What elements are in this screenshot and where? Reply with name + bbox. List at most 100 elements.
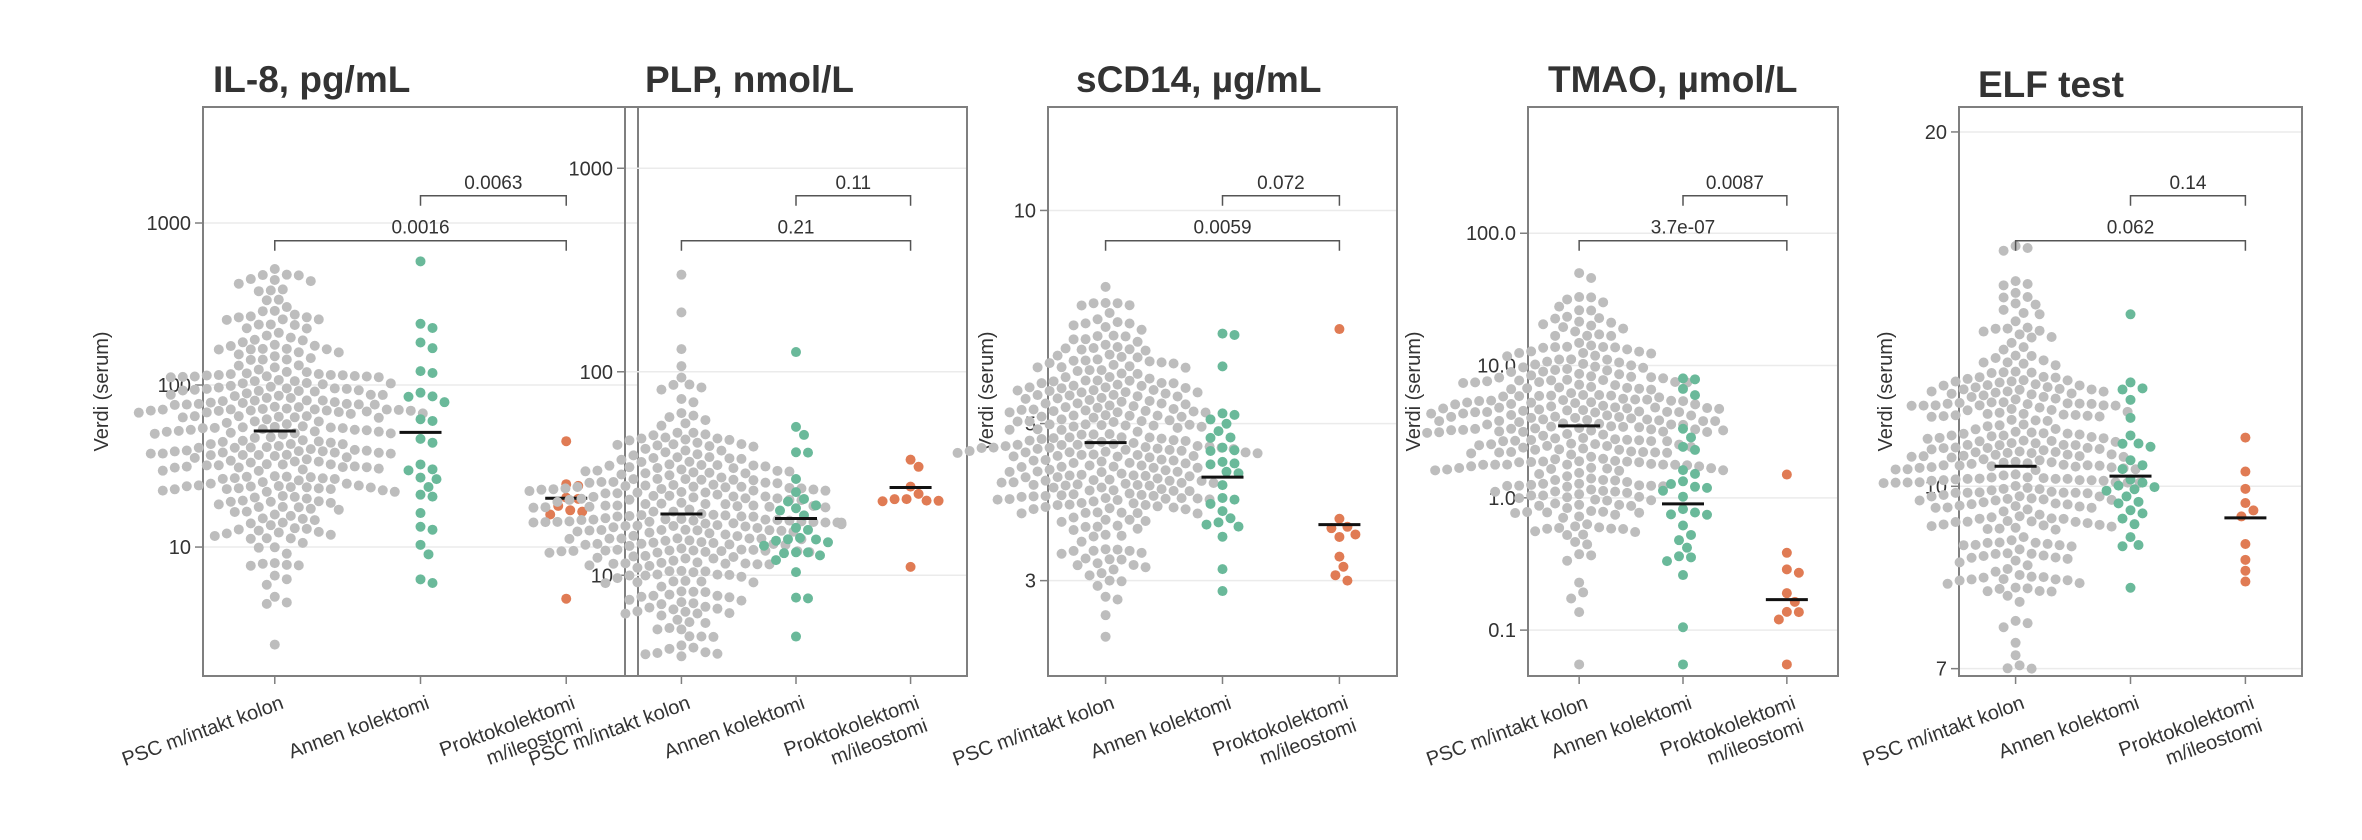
data-point [612,511,623,522]
panel-title: PLP, nmol/L [645,59,854,100]
data-point [1096,568,1107,579]
data-point [1990,566,2001,577]
data-point [415,387,426,398]
y-axis-label: Verdi (serum) [976,331,998,451]
data-point [1702,426,1713,437]
data-point [427,464,438,475]
data-point [2074,429,2085,440]
data-point [1998,430,2009,441]
data-point [281,449,292,460]
data-point [2070,410,2081,421]
series-1-points [133,264,428,650]
data-point [1562,294,1573,305]
data-point [1144,432,1155,443]
data-point [1574,489,1585,500]
data-point [225,369,236,380]
data-point [664,623,675,634]
y-axis-label: Verdi (serum) [1875,331,1897,451]
data-point [1056,362,1067,373]
data-point [2062,499,2073,510]
data-point [1229,458,1240,469]
data-point [656,557,667,568]
data-point [415,508,426,519]
data-point [1100,610,1111,621]
data-point [2030,379,2041,390]
data-point [1092,580,1103,591]
data-point [2094,460,2105,471]
data-point [1562,471,1573,482]
data-point [249,376,260,387]
data-point [2137,383,2148,394]
data-point [189,384,200,395]
data-point [2062,375,2073,386]
data-point [415,489,426,500]
data-point [712,648,723,659]
data-point [257,558,268,569]
data-point [181,399,192,410]
data-point [1076,469,1087,480]
data-point [588,491,599,502]
data-point [2022,618,2033,629]
data-point [365,389,376,400]
data-point [1225,513,1236,524]
data-point [1638,362,1649,373]
data-point [1666,395,1677,406]
data-point [1458,378,1469,389]
data-point [1100,339,1111,350]
data-point [225,341,236,352]
data-point [1530,359,1541,370]
data-point [1562,459,1573,470]
data-point [281,354,292,365]
data-point [700,617,711,628]
data-point [133,407,144,418]
data-point [1954,575,1965,586]
data-point [1978,357,1989,368]
data-point [2050,498,2061,509]
data-point [349,444,360,455]
data-point [905,561,916,572]
data-point [656,581,667,592]
data-point [2022,278,2033,289]
data-point [1076,429,1087,440]
data-point [301,367,312,378]
data-point [1974,372,1985,383]
data-point [877,496,888,507]
data-point [1056,461,1067,472]
data-point [1550,454,1561,465]
data-point [688,492,699,503]
data-point [1526,346,1537,357]
data-point [2098,386,2109,397]
data-point [317,473,328,484]
data-point [1434,416,1445,427]
data-point [2006,414,2017,425]
data-point [181,445,192,456]
data-point [1990,548,2001,559]
data-point [2042,382,2053,393]
data-point [427,577,438,588]
data-point [1974,473,1985,484]
series-2-points [1658,373,1712,670]
data-point [1048,433,1059,444]
data-point [1217,564,1228,575]
data-point [415,574,426,585]
data-point [1108,564,1119,575]
data-point [281,366,292,377]
data-point [249,395,260,406]
data-point [600,500,611,511]
data-point [2010,276,2021,287]
data-point [1120,478,1131,489]
data-point [325,497,336,508]
data-point [748,460,759,471]
data-point [1678,659,1688,670]
data-point [561,593,572,604]
data-point [576,515,587,526]
data-point [1926,386,1937,397]
data-point [297,335,308,346]
data-point [2010,366,2021,377]
data-point [427,437,438,448]
data-point [1954,460,1965,471]
data-point [700,429,711,440]
data-point [1998,344,2009,355]
data-point [1706,463,1717,474]
data-point [1998,483,2009,494]
